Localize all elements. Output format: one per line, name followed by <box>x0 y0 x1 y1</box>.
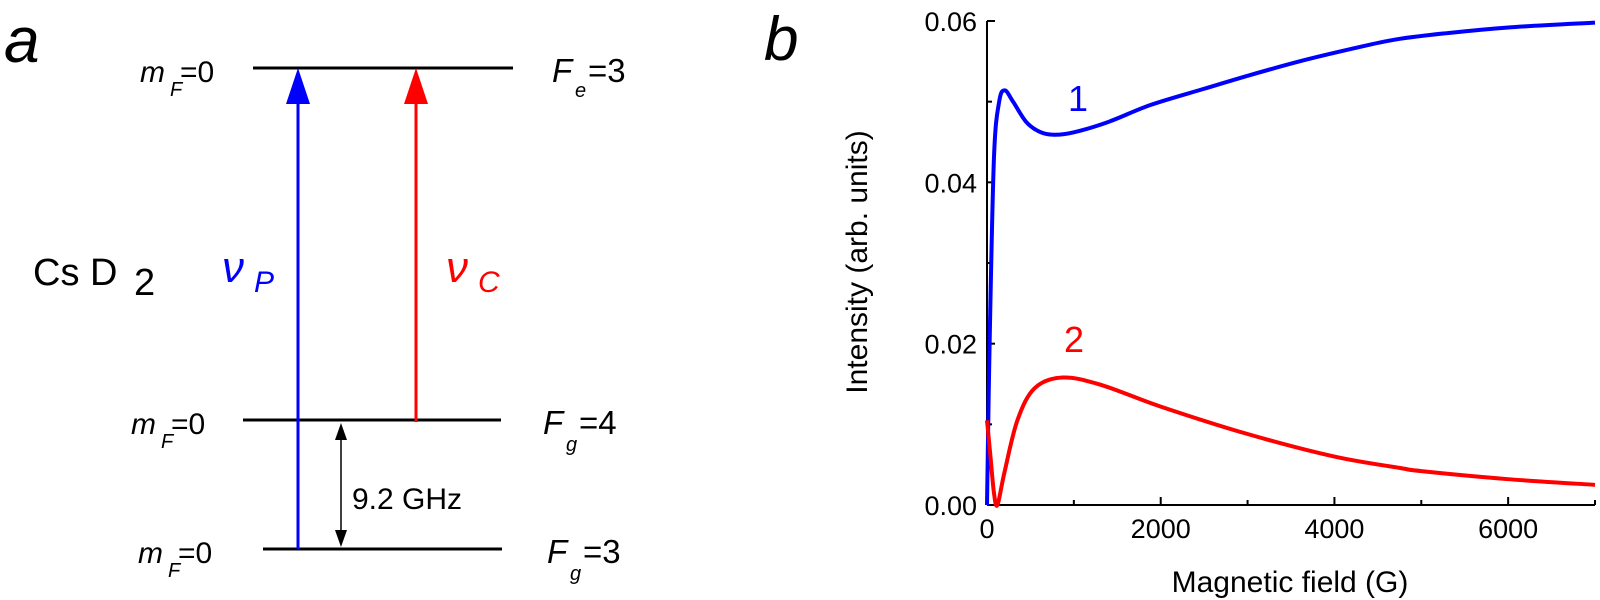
series-1-line <box>985 20 1596 506</box>
svg-text:ν: ν <box>446 243 468 292</box>
svg-text:2: 2 <box>134 262 155 304</box>
probe-label: ν P <box>222 243 274 299</box>
coupling-arrow <box>404 68 428 422</box>
svg-text:Cs D: Cs D <box>33 252 117 294</box>
coupling-label: ν C <box>446 243 500 299</box>
svg-text:F: F <box>168 560 182 582</box>
arrowhead-up-icon <box>335 423 347 440</box>
svg-text:F: F <box>547 533 569 570</box>
svg-text:F: F <box>543 404 565 441</box>
curve-label-2: 2 <box>1064 319 1084 360</box>
atom-label: Cs D 2 <box>33 252 155 304</box>
panel-b: b 0 2000 4000 6000 0.00 0.02 0.04 0.06 1 2 Magn… <box>764 5 1596 599</box>
chart-series <box>985 20 1596 508</box>
svg-text:m: m <box>131 408 156 441</box>
svg-text:=0: =0 <box>178 537 212 570</box>
series-2-line <box>985 375 1596 508</box>
level-ground-upper-right-label: F g =4 <box>543 404 617 456</box>
svg-text:m: m <box>138 537 163 570</box>
x-axis-title: Magnetic field (G) <box>1172 566 1409 599</box>
svg-text:=3: =3 <box>583 533 621 570</box>
svg-text:F: F <box>170 79 184 101</box>
level-ground-lower-right-label: F g =3 <box>547 533 621 585</box>
x-tick-label: 0 <box>979 514 994 544</box>
svg-text:F: F <box>552 52 574 89</box>
splitting-label: 9.2 GHz <box>352 483 462 516</box>
arrowhead-up-icon <box>286 68 310 104</box>
x-tick-label: 6000 <box>1478 514 1538 544</box>
x-tick-label: 2000 <box>1131 514 1191 544</box>
splitting-double-arrow <box>335 423 347 547</box>
svg-text:m: m <box>140 56 165 89</box>
svg-text:g: g <box>570 563 581 585</box>
svg-text:F: F <box>161 431 175 453</box>
level-ground-upper-left-label: m F =0 <box>131 408 205 453</box>
panel-b-label: b <box>764 5 798 74</box>
panel-a: a m F =0 m F =0 m F =0 F e =3 F g <box>4 4 626 585</box>
level-ground-lower-left-label: m F =0 <box>138 537 212 582</box>
y-tick-label: 0.00 <box>924 491 977 521</box>
y-tick-label: 0.04 <box>924 168 977 198</box>
svg-text:P: P <box>254 266 274 299</box>
arrowhead-down-icon <box>335 530 347 547</box>
chart-axes: 0 2000 4000 6000 0.00 0.02 0.04 0.06 <box>924 7 1596 544</box>
svg-text:=4: =4 <box>579 404 617 441</box>
y-tick-label: 0.02 <box>924 330 977 360</box>
probe-arrow <box>286 68 310 549</box>
panel-a-label: a <box>4 4 40 76</box>
y-tick-label: 0.06 <box>924 7 977 37</box>
svg-text:=0: =0 <box>180 56 214 89</box>
arrowhead-up-icon <box>404 68 428 104</box>
svg-text:g: g <box>566 434 577 456</box>
svg-text:C: C <box>478 266 500 299</box>
y-axis-title: Intensity (arb. units) <box>841 130 874 393</box>
svg-text:=3: =3 <box>588 52 626 89</box>
svg-text:e: e <box>575 80 586 102</box>
level-excited-right-label: F e =3 <box>552 52 626 102</box>
curve-label-1: 1 <box>1068 78 1088 119</box>
level-excited-left-label: m F =0 <box>140 56 214 101</box>
svg-text:=0: =0 <box>171 408 205 441</box>
x-tick-label: 4000 <box>1304 514 1364 544</box>
svg-text:ν: ν <box>222 243 244 292</box>
